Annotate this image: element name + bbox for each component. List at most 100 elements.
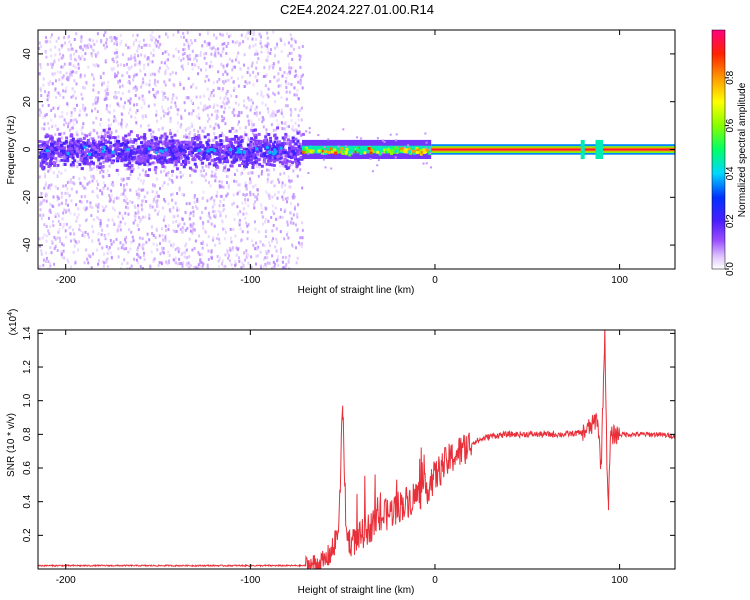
heatmap-cell [161, 234, 164, 238]
heatmap-cell [113, 208, 116, 212]
heatmap-cell [120, 125, 123, 129]
heatmap-cell [171, 180, 174, 184]
heatmap-cell [226, 251, 229, 255]
heatmap-cell [213, 158, 217, 161]
heatmap-cell [148, 128, 152, 132]
heatmap-cell [260, 50, 263, 54]
heatmap-cell [133, 155, 137, 159]
heatmap-cell [87, 38, 90, 42]
heatmap-cell [132, 43, 135, 47]
heatmap-cell [117, 247, 120, 251]
heatmap-cell [96, 196, 99, 199]
heatmap-cell [45, 256, 48, 260]
heatmap-cell [109, 196, 112, 200]
heatmap-cell [96, 99, 99, 103]
heatmap-cell [245, 193, 248, 196]
heatmap-cell [156, 205, 158, 208]
heatmap-cell [88, 151, 92, 155]
heatmap-cell [49, 202, 52, 206]
heatmap-cell [123, 189, 125, 193]
heatmap-cell [57, 127, 60, 131]
heatmap-cell [250, 180, 252, 184]
heatmap-cell [123, 163, 127, 167]
heatmap-cell [237, 51, 240, 55]
heatmap-cell [177, 141, 181, 145]
heatmap-cell [289, 33, 292, 37]
heatmap-cell [103, 33, 105, 37]
heatmap-cell [112, 67, 115, 71]
heatmap-cell [154, 78, 156, 82]
heatmap-cell [244, 198, 247, 202]
heatmap-cell [284, 104, 287, 108]
heatmap-cell [214, 48, 217, 52]
heatmap-cell [223, 97, 226, 101]
heatmap-cell [106, 158, 110, 162]
heatmap-cell [255, 147, 259, 151]
heatmap-cell [126, 71, 129, 75]
heatmap-cell [271, 112, 274, 116]
heatmap-cell [297, 118, 300, 122]
heatmap-cell [47, 147, 51, 151]
heatmap-cell [226, 32, 229, 36]
heatmap-cell [67, 180, 70, 184]
heatmap-cell [111, 150, 115, 154]
heatmap-cell [147, 147, 151, 151]
heatmap-cell [192, 82, 195, 86]
heatmap-cell [72, 250, 75, 254]
heatmap-cell [39, 66, 42, 70]
heatmap-cell [288, 70, 291, 74]
heatmap-cell [223, 160, 227, 164]
y-tick-label: 40 [22, 48, 33, 60]
heatmap-cell [128, 75, 131, 78]
heatmap-cell [129, 97, 132, 101]
heatmap-cell [162, 218, 165, 222]
heatmap-cell [175, 143, 179, 147]
heatmap-cell [222, 87, 225, 91]
heatmap-cell [233, 146, 237, 150]
heatmap-cell [142, 138, 145, 142]
heatmap-cell [168, 78, 171, 82]
heatmap-cell [166, 112, 169, 116]
heatmap-cell [138, 96, 141, 100]
heatmap-cell [145, 82, 148, 86]
heatmap-cell [136, 33, 139, 37]
heatmap-cell [58, 48, 61, 52]
heatmap-cell [60, 147, 64, 151]
heatmap-cell [220, 62, 223, 66]
heatmap-cell [101, 81, 104, 85]
heatmap-cell [278, 160, 282, 164]
heatmap-cell [107, 110, 110, 113]
heatmap-cell [221, 115, 224, 119]
heatmap-cell [92, 83, 95, 87]
heatmap-cell [213, 224, 216, 228]
heatmap-cell [295, 246, 297, 250]
heatmap-cell [39, 87, 42, 91]
heatmap-cell [65, 71, 68, 75]
heatmap-cell [173, 230, 176, 233]
heatmap-cell [119, 155, 123, 158]
heatmap-cell [45, 40, 48, 44]
heatmap-cell [157, 90, 159, 94]
heatmap-cell [252, 83, 255, 87]
heatmap-cell [201, 44, 204, 48]
heatmap-cell [89, 205, 92, 209]
heatmap-cell [127, 66, 130, 70]
heatmap-cell [236, 205, 239, 209]
heatmap-cell [255, 113, 258, 117]
heatmap-cell [110, 189, 113, 193]
heatmap-cell [165, 50, 168, 53]
heatmap-cell [56, 249, 59, 252]
heatmap-cell [101, 151, 105, 155]
heatmap-cell [207, 213, 210, 217]
heatmap-cell [73, 152, 77, 156]
heatmap-cell [234, 260, 237, 264]
heatmap-cell [265, 140, 269, 144]
heatmap-cell [143, 43, 146, 47]
heatmap-cell [247, 138, 250, 142]
heatmap-cell [197, 263, 200, 267]
heatmap-cell [222, 47, 225, 51]
heatmap-cell [184, 109, 187, 113]
heatmap-cell [129, 149, 133, 153]
heatmap-cell [206, 87, 209, 91]
heatmap-cell [226, 97, 229, 101]
